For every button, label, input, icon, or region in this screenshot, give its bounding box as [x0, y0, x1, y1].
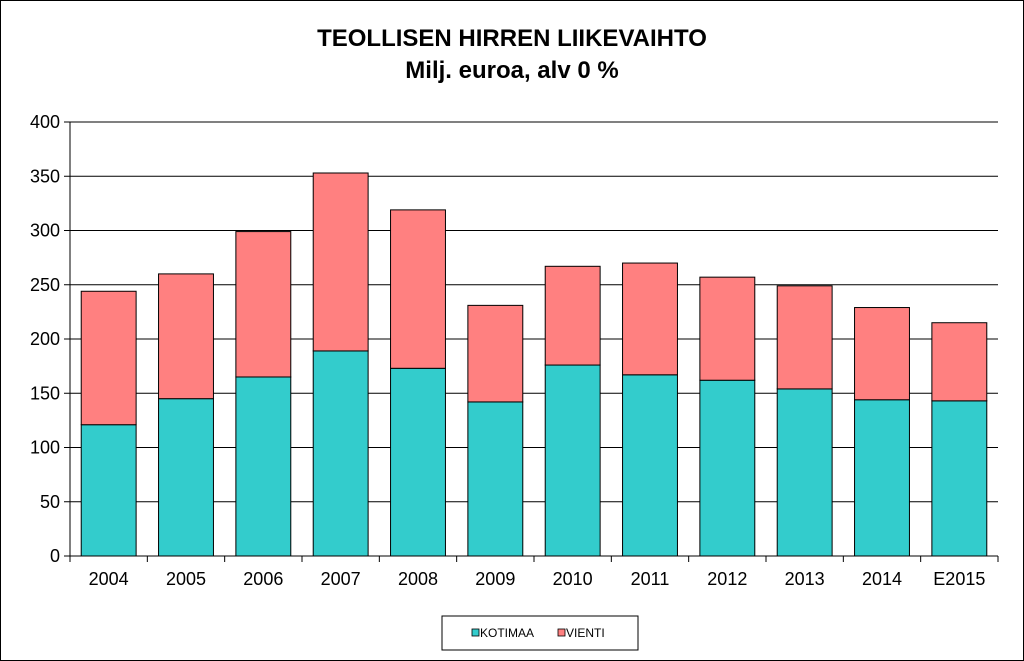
bar-vienti-2014 — [854, 307, 910, 401]
legend-label-vienti: VIENTI — [566, 626, 605, 640]
bar-vienti-2009 — [467, 304, 524, 403]
bar-kotimaa-2014 — [854, 399, 910, 557]
y-tick-label: 200 — [30, 329, 60, 349]
x-tick-label: 2008 — [398, 569, 438, 589]
x-tick-label: 2006 — [243, 569, 283, 589]
bar-vienti-2004 — [80, 290, 137, 426]
x-tick-label: E2015 — [933, 569, 985, 589]
bar-vienti-2010 — [544, 265, 601, 366]
bar-kotimaa-2010 — [544, 364, 601, 557]
x-tick-label: 2014 — [862, 569, 902, 589]
bar-vienti-2007 — [312, 172, 369, 352]
x-tick-label: 2012 — [707, 569, 747, 589]
axes: 0 50 100 150 200 250 300 350 400 2004 2005 2006 2007… — [30, 112, 999, 589]
bar-vienti-e2015 — [931, 322, 988, 402]
y-tick-label: 150 — [30, 383, 60, 403]
legend-swatch-vienti — [557, 628, 566, 637]
y-tick-label: 100 — [30, 438, 60, 458]
bar-kotimaa-2011 — [622, 374, 678, 557]
gridlines — [70, 121, 998, 503]
y-tick-label: 400 — [30, 112, 60, 132]
bar-kotimaa-2008 — [390, 367, 446, 557]
bar-vienti-2012 — [699, 276, 756, 381]
bar-vienti-2006 — [235, 231, 292, 378]
y-tick-label: 50 — [40, 492, 60, 512]
x-tick-label: 2004 — [89, 569, 129, 589]
legend-swatch-kotimaa — [471, 628, 480, 637]
x-tick-label: 2005 — [166, 569, 206, 589]
x-tick-label: 2010 — [553, 569, 593, 589]
x-tick-label: 2009 — [475, 569, 515, 589]
bar-kotimaa-2012 — [699, 379, 756, 557]
x-tick-label: 2011 — [631, 569, 670, 589]
bar-kotimaa-2005 — [158, 398, 214, 557]
legend-box — [441, 615, 639, 651]
bar-vienti-2008 — [390, 209, 446, 369]
y-tick-label: 300 — [30, 221, 60, 241]
bar-kotimaa-2004 — [80, 424, 137, 557]
x-tick-label: 2007 — [321, 569, 361, 589]
bar-kotimaa-2007 — [312, 350, 369, 557]
bar-vienti-2005 — [158, 273, 214, 400]
y-tick-label: 0 — [50, 546, 60, 566]
y-tick-label: 250 — [30, 275, 60, 295]
y-tick-label: 350 — [30, 166, 60, 186]
bar-vienti-2011 — [622, 262, 678, 376]
bar-kotimaa-2006 — [235, 376, 292, 557]
chart-title: TEOLLISEN HIRREN LIIKEVAIHTO — [317, 25, 707, 52]
legend: KOTIMAA VIENTI — [441, 615, 639, 651]
chart-subtitle: Milj. euroa, alv 0 % — [405, 57, 618, 84]
bar-kotimaa-e2015 — [931, 400, 988, 557]
x-tick-label: 2013 — [785, 569, 825, 589]
bars — [80, 172, 988, 557]
bar-kotimaa-2013 — [776, 388, 833, 557]
bar-kotimaa-2009 — [467, 401, 524, 557]
legend-label-kotimaa: KOTIMAA — [480, 626, 534, 640]
bar-vienti-2013 — [776, 285, 833, 390]
